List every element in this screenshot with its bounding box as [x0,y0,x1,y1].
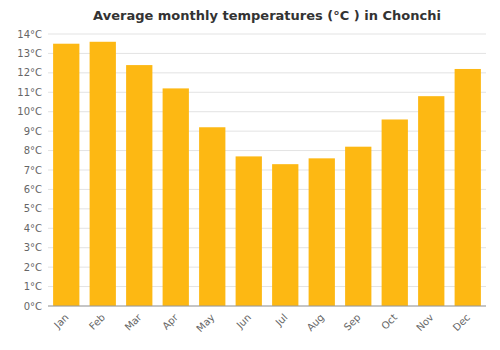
grid [48,34,486,306]
bar [53,44,79,306]
y-axis: 0°C 1°C 2°C 3°C 4°C 5°C 6°C 7°C 8°C 9°C 10°C 11°C 12… [17,29,42,312]
y-tick-label: 8°C [24,145,42,156]
x-axis: Jan Feb Mar Apr May Jun Jul Aug Sep Oct Nov Dec [51,311,472,334]
y-tick-label: 6°C [24,184,42,195]
x-tick-label: Aug [305,312,327,334]
bar [382,119,408,306]
y-tick-label: 4°C [24,223,42,234]
bar [126,65,152,306]
title: Average monthly temperatures (°C ) in Ch… [93,8,441,23]
bar [163,88,189,306]
x-tick-label: May [194,312,216,334]
bar [236,156,262,306]
x-tick-label: Jun [234,312,254,332]
chart: Average monthly temperatures (°C ) in Ch… [0,0,500,350]
bar [199,127,225,306]
bar [418,96,444,306]
y-tick-label: 2°C [24,262,42,273]
y-tick-label: 14°C [17,29,42,40]
y-tick-label: 5°C [24,203,42,214]
x-tick-label: Mar [123,311,145,333]
x-tick-label: Sep [342,312,363,333]
x-tick-label: Feb [87,312,107,332]
bar [90,42,116,306]
x-tick-label: Nov [414,312,436,334]
x-tick-label: Apr [160,311,181,332]
x-tick-label: Jan [51,312,70,331]
y-tick-label: 13°C [17,48,42,59]
x-tick-label: Jul [273,312,290,329]
bar [272,164,298,306]
grid-line [48,34,486,35]
y-tick-label: 1°C [24,281,42,292]
x-axis-line [48,306,486,307]
y-tick-label: 12°C [17,67,42,78]
bar [455,69,481,306]
grid-line [48,306,486,307]
y-tick-label: 3°C [24,242,42,253]
bar [309,158,335,306]
y-tick-label: 11°C [17,87,42,98]
x-tick-label: Oct [379,312,399,332]
y-tick-label: 9°C [24,126,42,137]
bars [53,42,481,306]
y-tick-label: 10°C [17,106,42,117]
y-tick-label: 7°C [24,165,42,176]
bar [345,147,371,306]
y-tick-label: 0°C [24,301,42,312]
x-tick-label: Dec [451,312,472,333]
